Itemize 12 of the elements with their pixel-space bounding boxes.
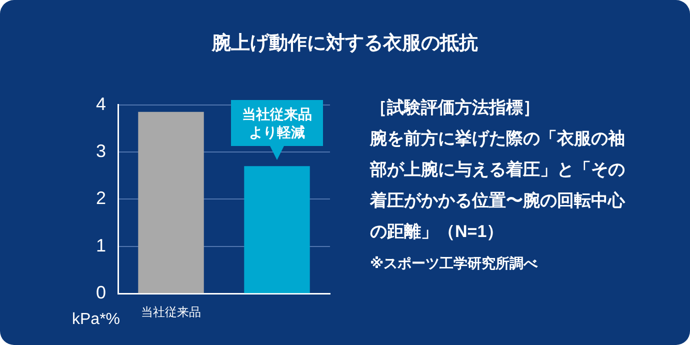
- y-axis-title: kPa*%: [72, 311, 120, 328]
- y-tick-label: 2: [96, 188, 106, 208]
- text: ［試験評価方法指標］: [370, 97, 541, 119]
- y-tick-label: 3: [96, 140, 106, 161]
- y-tick-label: 0: [96, 282, 106, 303]
- text: ※スポーツ工学研究所調べ: [370, 254, 539, 273]
- x-tick-label: 当社従来品: [141, 305, 202, 320]
- y-tick-label: 1: [96, 235, 106, 256]
- annotation: 当社従来品より軽減: [231, 100, 323, 146]
- y-tick-label: 4: [96, 94, 106, 114]
- chart-title: 腕上げ動作に対する衣服の抵抗: [210, 32, 479, 56]
- text: 腕を前方に挙げた際の「衣服の袖部が上腕に与える着圧」と「その着圧がかかる位置〜腕の回転中心の距離」（N=1）: [370, 128, 626, 243]
